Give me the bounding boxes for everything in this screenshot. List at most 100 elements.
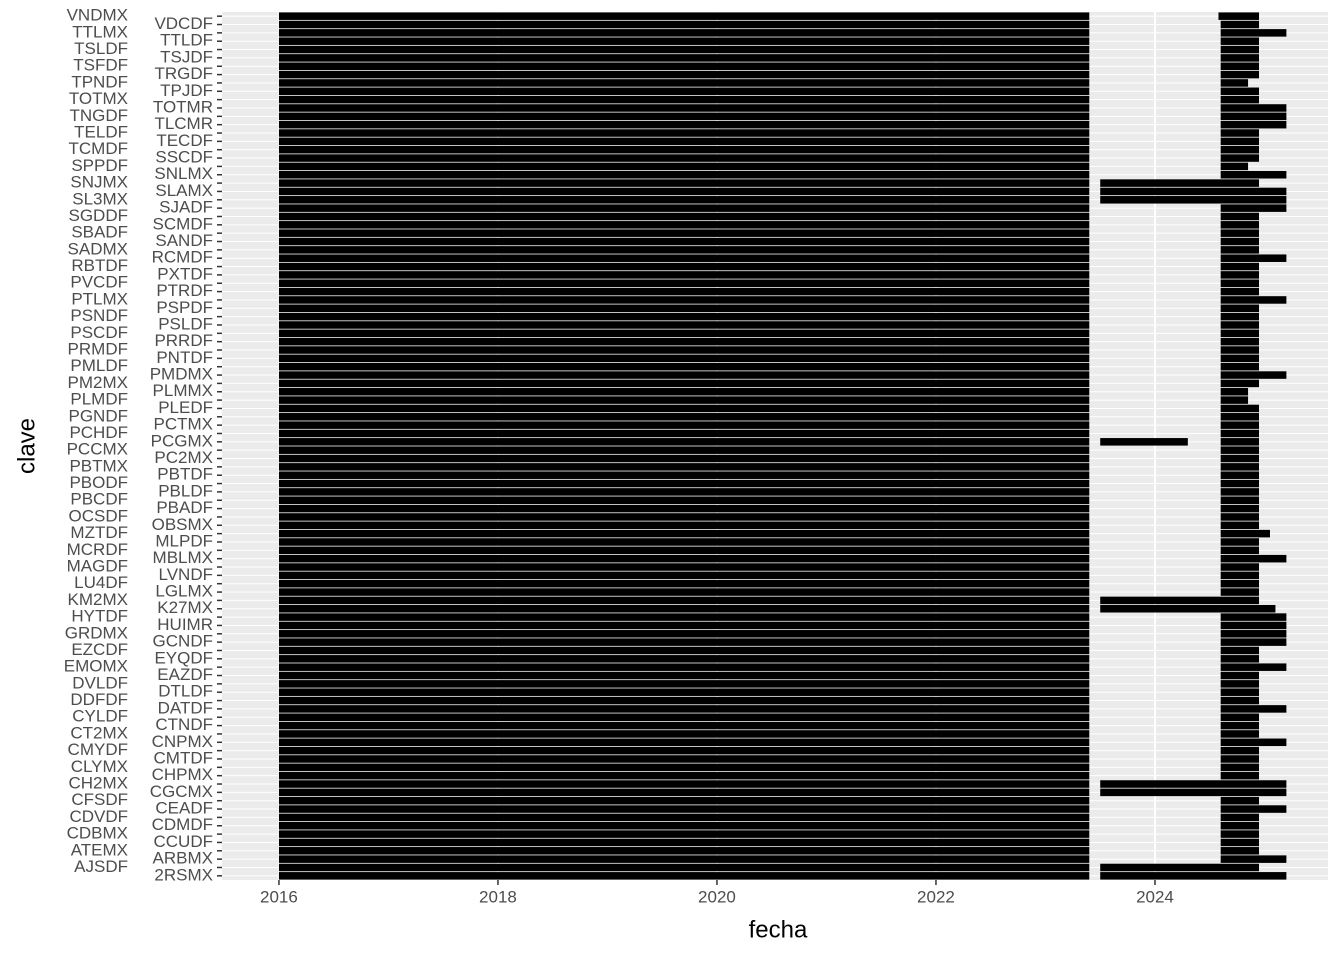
y-tick-label: PTLMX <box>71 289 128 308</box>
segment <box>1220 763 1260 772</box>
y-tick-label: PBTMX <box>69 456 128 475</box>
segment <box>278 371 1090 379</box>
segment <box>1220 446 1260 454</box>
segment <box>1220 571 1260 580</box>
y-tick-label: ATEMX <box>71 840 128 859</box>
segment <box>278 296 1090 304</box>
segment <box>1220 429 1260 438</box>
segment <box>1220 613 1287 621</box>
segment <box>278 713 1090 722</box>
segment <box>278 763 1090 772</box>
y-tick-label: CMTDF <box>154 748 213 767</box>
segment <box>278 204 1090 212</box>
segment <box>1220 145 1260 154</box>
y-tick-label: MCRDF <box>67 540 128 559</box>
y-tick-label: CDBMX <box>67 824 128 843</box>
y-tick-label: HYTDF <box>71 607 128 626</box>
segment <box>1220 621 1287 630</box>
y-tick-label: SCMDF <box>153 214 213 233</box>
segment <box>1220 488 1260 496</box>
segment <box>1220 796 1260 805</box>
segment <box>1100 438 1188 446</box>
segment <box>1220 805 1287 813</box>
segment <box>1220 287 1260 296</box>
segment <box>1220 312 1260 321</box>
y-tick-label: DATDF <box>158 698 213 717</box>
x-tick-label: 2018 <box>479 887 517 906</box>
segment <box>278 646 1090 655</box>
segment <box>278 588 1090 596</box>
segment <box>1220 362 1260 371</box>
segment <box>278 496 1090 505</box>
segment <box>278 312 1090 321</box>
segment <box>278 70 1090 79</box>
segment <box>278 396 1090 404</box>
segment <box>1220 54 1260 62</box>
y-tick-label: MBLMX <box>153 548 213 567</box>
segment <box>278 446 1090 454</box>
y-tick-label: KM2MX <box>68 590 128 609</box>
y-tick-label: SPPDF <box>71 156 128 175</box>
segment <box>278 813 1090 822</box>
segment <box>278 37 1090 45</box>
segment <box>278 79 1090 87</box>
segment <box>278 87 1090 96</box>
segment <box>278 463 1090 471</box>
segment <box>278 254 1090 262</box>
y-tick-label: SSCDF <box>155 148 213 167</box>
segment <box>1220 104 1287 112</box>
y-tick-label: CCUDF <box>154 832 214 851</box>
segment <box>1220 246 1260 254</box>
y-tick-label: TRGDF <box>154 64 213 83</box>
segment <box>278 45 1090 54</box>
y-tick-label: PLEDF <box>158 398 213 417</box>
x-axis-title: fecha <box>749 916 808 943</box>
segment <box>1220 229 1260 237</box>
segment <box>278 805 1090 813</box>
y-tick-label: PSNDF <box>70 306 128 325</box>
y-tick-label: K27MX <box>157 598 213 617</box>
segment <box>1220 713 1260 722</box>
segment <box>1220 170 1287 179</box>
y-tick-label: SNLMX <box>154 164 213 183</box>
segment <box>1100 780 1287 788</box>
y-tick-label: TPNDF <box>71 72 128 91</box>
segment <box>278 229 1090 237</box>
segment <box>278 571 1090 580</box>
segment <box>1220 379 1260 388</box>
y-tick-label: TECDF <box>156 131 213 150</box>
segment <box>1220 120 1287 129</box>
y-tick-label: PTRDF <box>156 281 213 300</box>
segment <box>1220 321 1260 329</box>
x-tick-label: 2020 <box>698 887 736 906</box>
segment <box>1100 604 1276 613</box>
segment <box>278 471 1090 479</box>
y-tick-label: HUIMR <box>157 615 213 634</box>
y-tick-label: OCSDF <box>69 506 129 525</box>
segment <box>278 479 1090 488</box>
segment <box>1220 354 1260 363</box>
segment <box>1220 554 1287 563</box>
segment <box>1220 154 1260 162</box>
y-tick-label: PMDMX <box>150 365 213 384</box>
segment <box>1220 588 1260 596</box>
segment <box>1220 396 1249 404</box>
segment <box>278 696 1090 705</box>
y-tick-label: PCGMX <box>151 431 213 450</box>
segment <box>278 655 1090 663</box>
y-tick-label: PSPDF <box>156 298 213 317</box>
segment <box>278 504 1090 513</box>
segment <box>278 604 1090 613</box>
y-tick-label: CFSDF <box>71 790 128 809</box>
segment <box>1220 329 1260 338</box>
segment <box>1100 788 1287 797</box>
segment <box>278 362 1090 371</box>
segment <box>1220 471 1260 479</box>
segment <box>278 62 1090 71</box>
segment <box>1220 630 1287 638</box>
segment <box>1220 646 1260 655</box>
segment <box>278 337 1090 346</box>
segment <box>1220 671 1260 680</box>
y-tick-label: TSLDF <box>74 39 128 58</box>
segment <box>1220 855 1287 863</box>
